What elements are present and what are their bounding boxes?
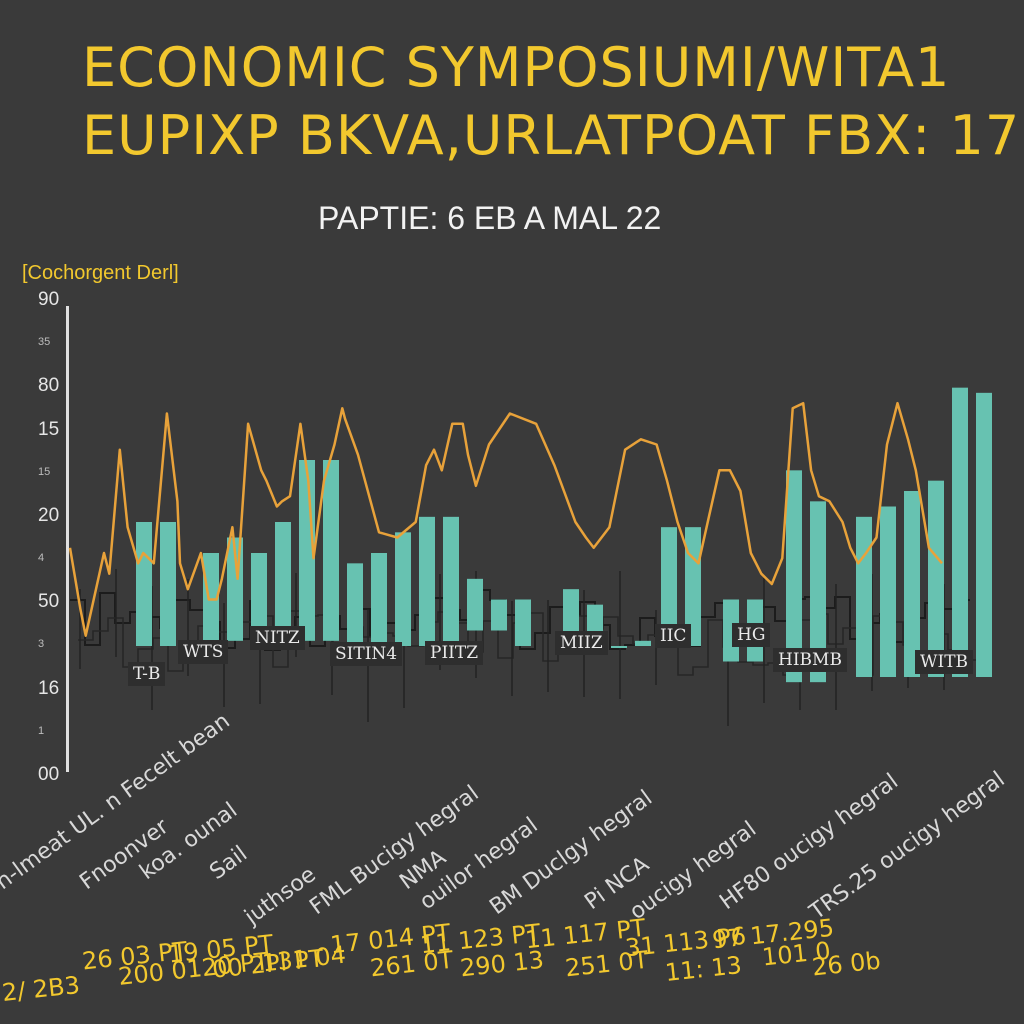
y-tick-label: 4 (38, 552, 45, 565)
bar (685, 527, 701, 646)
bar (810, 501, 826, 683)
y-axis-line (66, 306, 69, 772)
bar-series (136, 387, 992, 683)
band-label: HG (732, 623, 771, 647)
bar (443, 516, 459, 646)
chart-title-line1: ECONOMIC SYMPOSIUMI/WITA1 (82, 36, 951, 99)
y-tick-label: 20 (38, 504, 60, 526)
bar (491, 599, 507, 631)
chart-subtitle: PAPTIE: 6 EB A MAL 22 (318, 200, 662, 236)
bar (880, 506, 896, 677)
bar (635, 640, 651, 646)
y-tick-label: 3 (38, 638, 45, 651)
bar (976, 392, 992, 677)
bar (467, 578, 483, 631)
y-tick-label: 1 (38, 724, 45, 737)
band-label: IIC (655, 624, 692, 648)
y-tick-label: 50 (38, 591, 60, 613)
legend-label: [Cochorgent Derl] (22, 262, 179, 284)
bar (661, 527, 677, 646)
bar (203, 553, 219, 641)
bar (419, 516, 435, 646)
bar (323, 460, 339, 641)
bar (275, 522, 291, 641)
band-label: WITB (915, 650, 974, 674)
bar (928, 480, 944, 677)
band-label: SITIN4 (330, 642, 403, 666)
band-label: NITZ (250, 626, 305, 650)
band-label: HIBMB (773, 648, 847, 672)
y-tick-label: 90 (38, 289, 60, 310)
y-tick-label: 15 (38, 418, 60, 440)
bar (251, 553, 267, 641)
bar (856, 516, 872, 677)
trend-line (68, 401, 943, 637)
bar (136, 522, 152, 646)
band-label: MIIZ (555, 631, 608, 655)
y-tick-label: 15 (38, 465, 51, 478)
bar (160, 522, 176, 646)
bar (395, 532, 411, 646)
chart-title: ECONOMIC SYMPOSIUMI/WITA1 EUPIXP BKVA,UR… (82, 34, 1021, 170)
y-tick-label: 00 (38, 764, 60, 785)
chart-title-line2: EUPIXP BKVA,URLATPOAT FBX: 17 (82, 104, 1021, 167)
band-label: PIITZ (425, 641, 484, 665)
bar (611, 646, 627, 648)
bar (371, 553, 387, 646)
bar (347, 563, 363, 646)
bar (904, 491, 920, 677)
band-label: WTS (178, 640, 229, 664)
bar (952, 387, 968, 677)
y-tick-label: 16 (38, 677, 60, 699)
y-tick-label: 80 (38, 375, 60, 397)
y-tick-label: 35 (38, 336, 51, 349)
bar (515, 599, 531, 646)
band-label: T-B (128, 662, 166, 686)
bar (786, 470, 802, 683)
